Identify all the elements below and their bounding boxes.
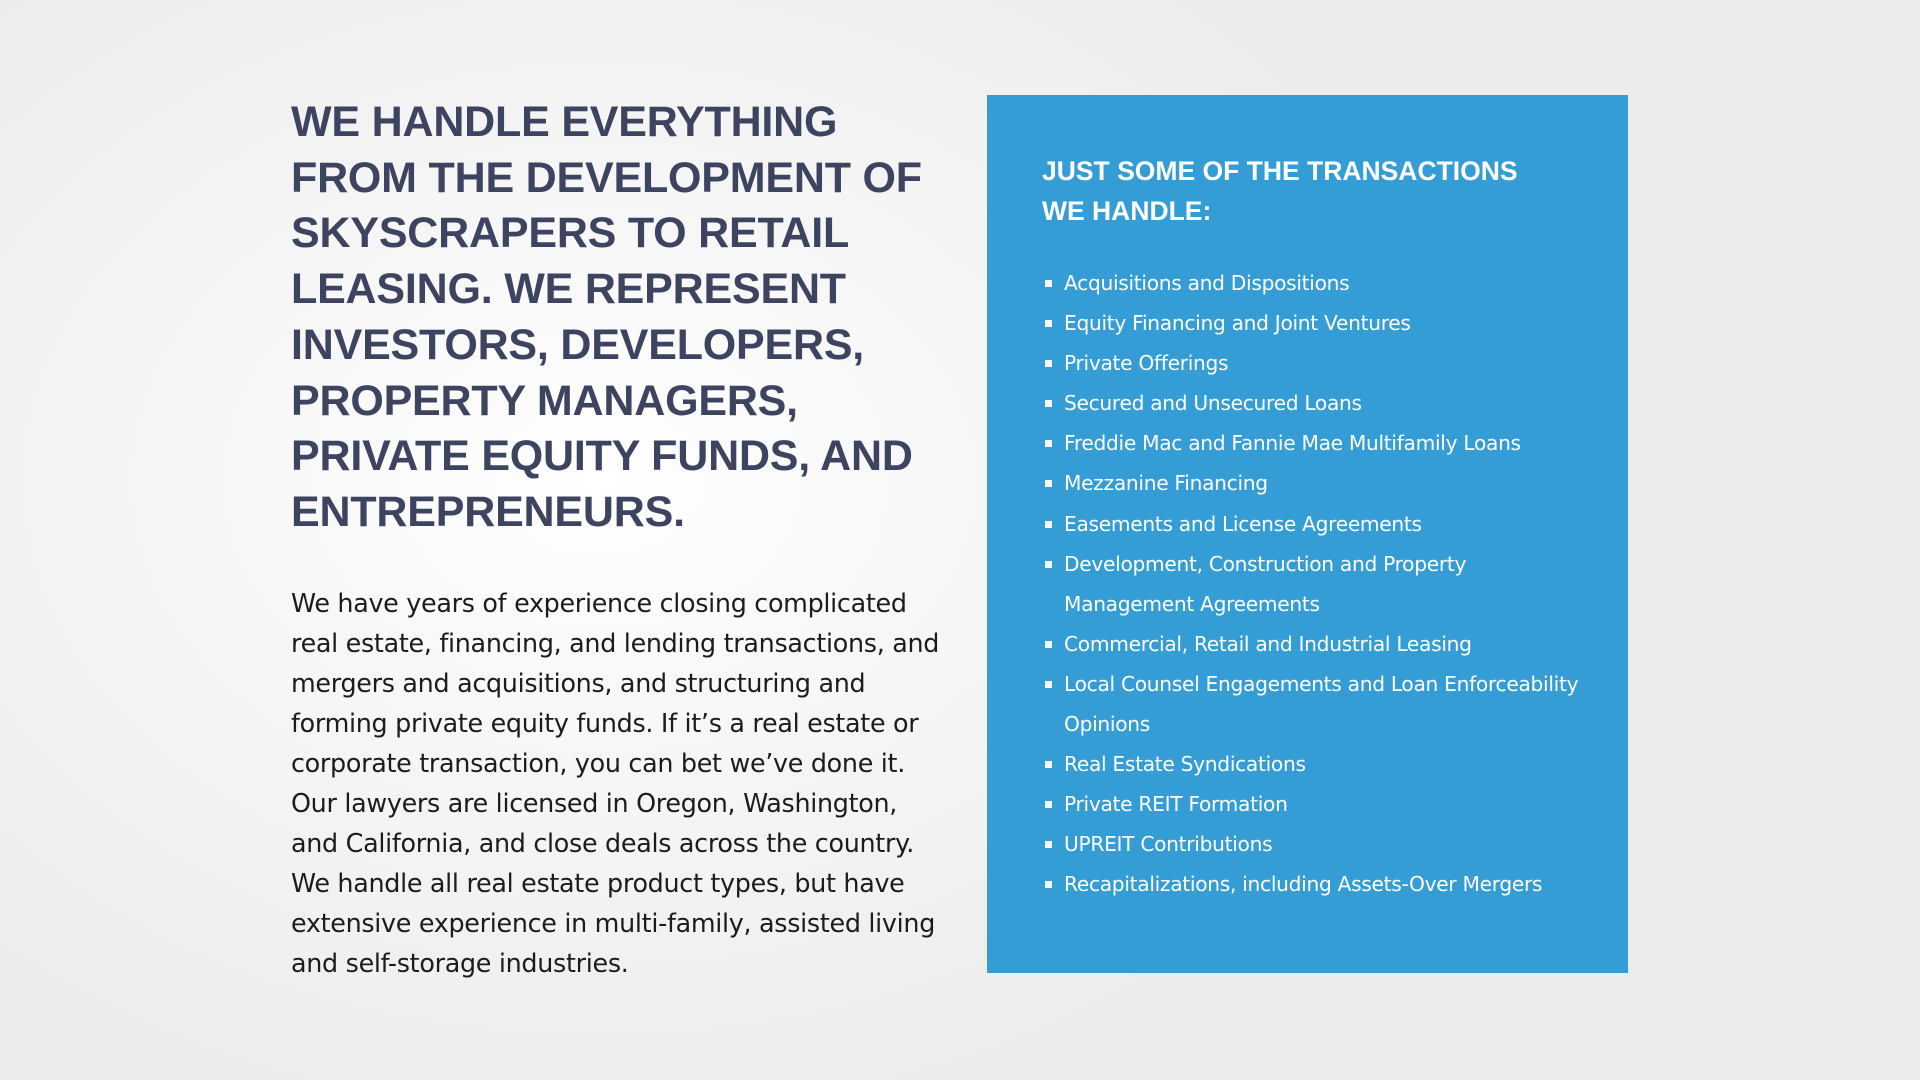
- square-bullet-icon: [1045, 680, 1052, 688]
- panel-title: JUST SOME OF THE TRANSACTIONS WE HANDLE:: [1042, 156, 1518, 226]
- square-bullet-icon: [1045, 280, 1052, 287]
- list-item-label: Commercial, Retail and Industrial Leasin…: [1064, 631, 1472, 656]
- list-item-label: Local Counsel Engagements and Loan Enfor…: [1064, 671, 1579, 737]
- transactions-panel: JUST SOME OF THE TRANSACTIONS WE HANDLE:…: [987, 95, 1628, 973]
- square-bullet-icon: [1045, 440, 1052, 448]
- list-item: Mezzanine Financing: [1042, 463, 1584, 503]
- square-bullet-icon: [1045, 320, 1052, 328]
- list-item: UPREIT Contributions: [1042, 824, 1584, 864]
- list-item-label: UPREIT Contributions: [1064, 832, 1273, 857]
- square-bullet-icon: [1045, 400, 1052, 408]
- list-item: Real Estate Syndications: [1042, 744, 1584, 784]
- list-item: Equity Financing and Joint Ventures: [1042, 303, 1584, 343]
- list-item: Acquisitions and Dispositions: [1042, 263, 1584, 303]
- list-item-label: Equity Financing and Joint Ventures: [1064, 311, 1411, 336]
- list-item-label: Development, Construction and Property M…: [1064, 551, 1467, 616]
- square-bullet-icon: [1045, 520, 1052, 528]
- list-item-label: Private Offerings: [1064, 351, 1229, 376]
- list-item: Commercial, Retail and Industrial Leasin…: [1042, 624, 1584, 664]
- list-item: Private REIT Formation: [1042, 784, 1584, 824]
- list-item: Development, Construction and Property M…: [1042, 544, 1584, 624]
- intro-paragraph: We have years of experience closing comp…: [291, 587, 940, 979]
- list-item: Recapitalizations, including Assets-Over…: [1042, 864, 1584, 904]
- list-item-label: Secured and Unsecured Loans: [1064, 391, 1362, 416]
- square-bullet-icon: [1045, 841, 1052, 849]
- headline: WE HANDLE EVERYTHING FROM THE DEVELOPMEN…: [291, 98, 922, 536]
- list-item-label: Real Estate Syndications: [1064, 752, 1306, 777]
- list-item-label: Private REIT Formation: [1064, 792, 1288, 817]
- list-item-label: Easements and License Agreements: [1064, 511, 1422, 536]
- list-item: Freddie Mac and Fannie Mae Multifamily L…: [1042, 423, 1584, 463]
- square-bullet-icon: [1045, 560, 1052, 568]
- list-item-label: Recapitalizations, including Assets-Over…: [1064, 872, 1543, 897]
- list-item-label: Freddie Mac and Fannie Mae Multifamily L…: [1064, 431, 1521, 456]
- square-bullet-icon: [1045, 360, 1052, 368]
- list-item: Local Counsel Engagements and Loan Enfor…: [1042, 664, 1584, 744]
- intro-section: WE HANDLE EVERYTHING FROM THE DEVELOPMEN…: [291, 95, 951, 984]
- square-bullet-icon: [1045, 761, 1052, 769]
- square-bullet-icon: [1045, 881, 1052, 889]
- list-item-label: Acquisitions and Dispositions: [1064, 271, 1350, 295]
- transactions-list: Acquisitions and Dispositions Equity Fin…: [1042, 263, 1579, 905]
- list-item: Private Offerings: [1042, 343, 1584, 383]
- square-bullet-icon: [1045, 480, 1052, 488]
- list-item: Secured and Unsecured Loans: [1042, 383, 1584, 423]
- list-item: Easements and License Agreements: [1042, 504, 1584, 544]
- list-item-label: Mezzanine Financing: [1064, 471, 1268, 496]
- square-bullet-icon: [1045, 801, 1052, 809]
- square-bullet-icon: [1045, 640, 1052, 648]
